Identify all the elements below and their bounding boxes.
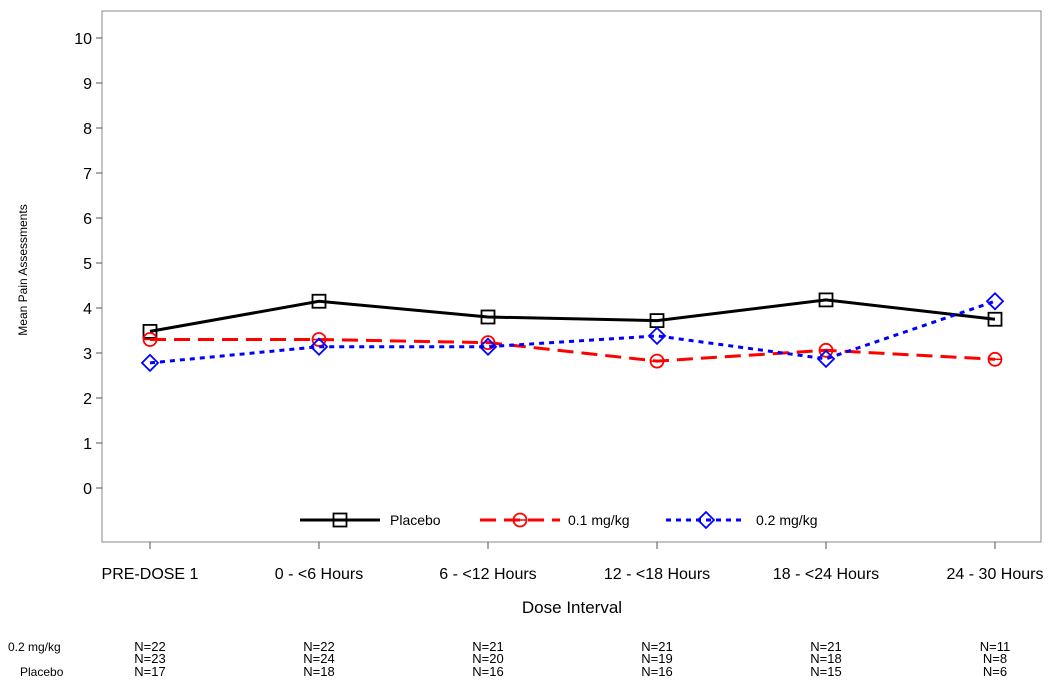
- y-tick-label: 3: [83, 346, 92, 363]
- series-0-2-mg-kg: [140, 291, 1005, 373]
- x-axis-label: Dose Interval: [522, 598, 622, 617]
- n-table-cell: N=17: [134, 664, 165, 679]
- y-tick-label: 9: [83, 76, 92, 93]
- n-table-cell: N=8: [983, 651, 1007, 666]
- legend-swatch-marker: [696, 510, 716, 530]
- n-table-cell: N=23: [134, 651, 165, 666]
- y-tick-label: 5: [83, 256, 92, 273]
- y-tick-label: 0: [83, 481, 92, 498]
- data-point-circle: [142, 332, 158, 347]
- n-table-cell: N=24: [303, 651, 334, 666]
- series-line: [149, 299, 996, 365]
- n-table-cell: N=19: [641, 651, 672, 666]
- n-table-cell: N=18: [303, 664, 334, 679]
- legend: Placebo 0.1 mg/kg 0.2 mg/kg: [300, 510, 817, 530]
- legend-swatch-marker: [332, 512, 348, 528]
- n-table: 0.2 mg/kg N=22 N=22 N=21 N=21 N=21 N=11N=23 N=2…: [8, 639, 1010, 679]
- series-layer: [140, 291, 1005, 373]
- y-axis-label: Mean Pain Assessments: [16, 204, 30, 335]
- x-tick-label: 24 - 30 Hours: [947, 566, 1044, 583]
- data-point-diamond: [478, 337, 498, 356]
- data-point-circle: [987, 351, 1003, 367]
- n-table-cell: N=22: [303, 639, 334, 654]
- legend-label: Placebo: [390, 512, 441, 528]
- x-tick-label: 12 - <18 Hours: [604, 566, 710, 583]
- y-tick-label: 10: [74, 31, 92, 48]
- x-tick-label: 0 - <6 Hours: [275, 566, 363, 583]
- data-point-diamond: [309, 337, 329, 356]
- data-point-diamond: [647, 326, 667, 346]
- legend-item: 0.1 mg/kg: [480, 512, 629, 528]
- legend-swatch-marker: [512, 512, 528, 528]
- n-table-row-label: Placebo: [20, 665, 64, 679]
- data-point-diamond: [816, 349, 836, 369]
- n-table-cell: N=21: [810, 639, 841, 654]
- series-line: [150, 338, 996, 363]
- n-table-cell: N=18: [810, 651, 841, 666]
- n-table-cell: N=20: [472, 651, 503, 666]
- n-table-cell: N=6: [983, 664, 1007, 679]
- data-point-square: [987, 311, 1003, 327]
- data-point-diamond: [985, 291, 1005, 311]
- data-point-square: [480, 309, 496, 325]
- data-point-circle: [649, 353, 665, 369]
- y-tick-label: 7: [83, 166, 92, 183]
- legend-item: 0.2 mg/kg: [666, 510, 817, 530]
- data-point-square: [311, 293, 327, 309]
- n-table-cell: N=11: [980, 639, 1010, 654]
- x-tick-label: 6 - <12 Hours: [439, 566, 536, 583]
- x-axis: PRE-DOSE 1 0 - <6 Hours 6 - <12 Hours 12 - …: [102, 542, 1044, 583]
- data-point-square: [818, 292, 834, 308]
- n-table-row: N=23 N=24 N=20 N=19 N=18 N=8: [134, 651, 1007, 666]
- series-0-1-mg-kg: [142, 332, 1003, 369]
- n-table-cell: N=21: [472, 639, 503, 654]
- y-tick-label: 8: [83, 121, 92, 138]
- n-table-cell: N=15: [810, 664, 841, 679]
- data-point-square: [142, 323, 158, 339]
- n-table-row: 0.2 mg/kg N=22 N=22 N=21 N=21 N=21 N=11: [8, 639, 1010, 654]
- legend-item: Placebo: [300, 512, 441, 528]
- n-table-row: Placebo N=17 N=18 N=16 N=16 N=15 N=6: [20, 664, 1007, 679]
- x-tick-label: 18 - <24 Hours: [773, 566, 879, 583]
- n-table-cell: N=16: [472, 664, 503, 679]
- n-table-row-label: 0.2 mg/kg: [8, 640, 61, 654]
- x-tick-label: PRE-DOSE 1: [102, 566, 199, 583]
- y-tick-label: 2: [83, 391, 92, 408]
- n-table-cell: N=16: [641, 664, 672, 679]
- legend-label: 0.1 mg/kg: [568, 512, 629, 528]
- y-tick-label: 1: [83, 436, 92, 453]
- y-tick-label: 6: [83, 211, 92, 228]
- data-point-diamond: [140, 353, 160, 373]
- y-axis: 0 1 2 3 4 5 6 7 8 9 10: [74, 31, 102, 498]
- series-line: [149, 298, 996, 333]
- legend-label: 0.2 mg/kg: [756, 512, 817, 528]
- n-table-cell: N=22: [134, 639, 165, 654]
- plot-frame: [101, 10, 1042, 543]
- y-tick-label: 4: [83, 301, 92, 318]
- n-table-cell: N=21: [641, 639, 672, 654]
- series-placebo: [142, 292, 1003, 339]
